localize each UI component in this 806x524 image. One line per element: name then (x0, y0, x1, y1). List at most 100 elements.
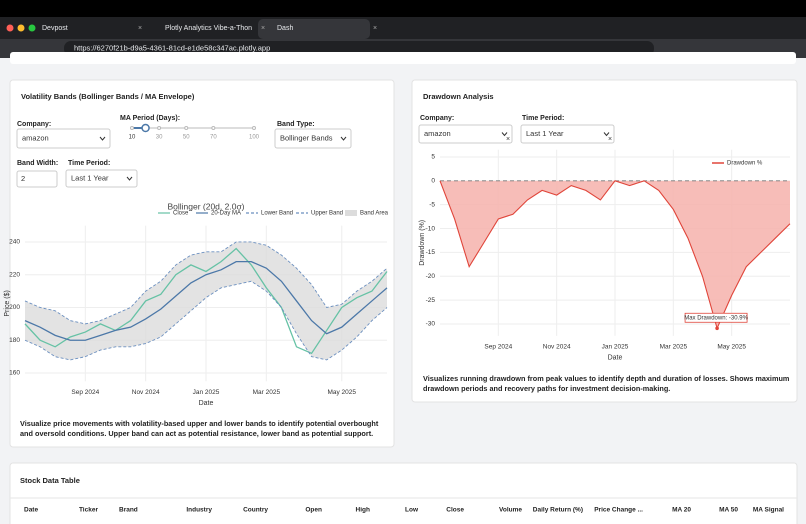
y-tick-label: -10 (426, 225, 436, 232)
period-select-value: Last 1 Year (71, 173, 109, 182)
x-tick-label: May 2025 (717, 344, 746, 351)
legend-label: Lower Band (261, 211, 293, 217)
period-select[interactable] (520, 124, 615, 144)
tab-strip (0, 17, 806, 39)
y-tick-label: 180 (9, 337, 20, 344)
caption: Visualizes running drawdown from peak va… (423, 374, 790, 383)
top-card (10, 52, 796, 64)
slider-mark (211, 126, 216, 130)
period-select[interactable] (65, 169, 138, 188)
column-header: Date (24, 507, 38, 514)
series-line (24, 260, 388, 341)
company-select[interactable] (16, 128, 111, 149)
band-type-select-value: Bollinger Bands (280, 133, 333, 142)
legend-label: Band Area (360, 211, 389, 217)
x-tick-label: Nov 2024 (132, 389, 160, 396)
label: Company: (420, 115, 454, 122)
y-axis-label: Drawdown (%) (419, 220, 426, 266)
y-tick-label: 200 (9, 304, 20, 311)
x-tick-label: Mar 2025 (660, 344, 688, 351)
close-dot[interactable] (6, 24, 14, 32)
column-header: Open (305, 507, 322, 514)
band-type-select-caret (340, 136, 347, 141)
table-title: Stock Data Table (20, 476, 80, 485)
caption: and oversold conditions. Upper band can … (20, 429, 373, 438)
y-tick-label: -25 (426, 297, 436, 304)
x-tick-label: Jan 2025 (193, 389, 220, 396)
y-tick-label: 5 (431, 154, 435, 161)
tab-title: Dash (277, 25, 293, 32)
y-tick-label: -15 (426, 249, 436, 256)
series-line (24, 280, 388, 361)
band-width-input[interactable] (16, 170, 58, 188)
column-header: MA 20 (672, 507, 691, 514)
column-header: Close (446, 507, 464, 514)
y-tick-label: 240 (9, 239, 20, 246)
column-header: High (356, 507, 370, 514)
column-header: Brand (119, 507, 138, 514)
company-select-value: amazon (424, 129, 451, 138)
slider-mark (252, 126, 256, 130)
x-axis-label: Date (199, 400, 214, 407)
area-line (439, 180, 791, 330)
slider-mark (184, 126, 189, 130)
y-tick-label: 0 (431, 178, 435, 185)
slider-mark-label: 70 (210, 135, 217, 141)
series-line (24, 241, 388, 325)
table-card (9, 462, 798, 524)
chart-title: Bollinger (20d, 2.0σ) (167, 201, 244, 211)
y-tick-label: -30 (426, 321, 436, 328)
x-axis-label: Date (608, 355, 623, 362)
slider-mark-label: 50 (183, 135, 190, 141)
active-tab[interactable] (258, 19, 370, 39)
label: Company: (17, 121, 51, 128)
legend-label: Drawdown % (727, 161, 763, 167)
area-fill (440, 180, 790, 329)
period-select-clear[interactable]: × (608, 136, 612, 143)
label: Band Width: (17, 160, 58, 167)
max-dot[interactable] (28, 24, 36, 32)
company-select-clear[interactable]: × (506, 136, 510, 143)
x-tick-label: Mar 2025 (253, 389, 281, 396)
y-tick-label: -5 (429, 201, 435, 208)
company-select-caret (99, 136, 106, 141)
caption: Visualize price movements with volatilit… (20, 419, 379, 428)
annotation-box (684, 312, 748, 323)
tab-title: Devpost (42, 25, 68, 32)
url: https://6270f21b-d9a5-4361-81cd-e1de58c3… (74, 43, 270, 52)
label: Band Type: (277, 121, 315, 128)
slider-mark-label: 30 (156, 135, 163, 141)
company-select-caret (501, 132, 508, 137)
column-header: MA Signal (753, 507, 784, 514)
panel-title: Drawdown Analysis (423, 92, 494, 101)
y-tick-label: -20 (426, 273, 436, 280)
tab-close[interactable]: × (138, 25, 142, 32)
x-tick-label: Nov 2024 (543, 344, 571, 351)
y-tick-label: 220 (9, 271, 20, 278)
tab-close[interactable]: × (261, 25, 265, 32)
company-select-value: amazon (22, 133, 49, 142)
company-select[interactable] (418, 124, 513, 144)
column-header: Country (243, 507, 268, 514)
period-select-caret (126, 176, 133, 181)
y-tick-label: 160 (9, 370, 20, 377)
column-header: Industry (186, 507, 212, 514)
top-bar (0, 0, 806, 17)
label: MA Period (Days): (120, 115, 180, 122)
slider-mark (130, 126, 134, 130)
tab-close[interactable]: × (373, 25, 377, 32)
band-type-select[interactable] (274, 128, 352, 149)
period-select-caret (603, 132, 610, 137)
tab-title: Plotly Analytics Vibe-a-Thon (165, 25, 252, 32)
min-dot[interactable] (17, 24, 25, 32)
y-axis-label: Price ($) (4, 290, 11, 316)
period-select-value: Last 1 Year (526, 129, 564, 138)
x-tick-label: Sep 2024 (484, 344, 512, 351)
slider-handle[interactable] (141, 123, 150, 133)
band-width-value: 2 (21, 174, 25, 183)
annotation: Max Drawdown: -30.9% (684, 315, 748, 321)
legend-label: 20-Day MA (211, 211, 241, 217)
column-header: Volume (499, 507, 522, 514)
caption: drawdown periods and recovery paths for … (423, 384, 670, 393)
